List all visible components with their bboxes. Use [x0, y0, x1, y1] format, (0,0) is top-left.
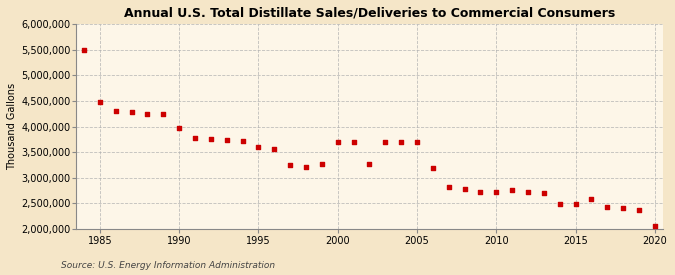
Point [300, 165, 311, 169]
Point [459, 186, 470, 191]
Point [237, 139, 248, 143]
Point [491, 190, 502, 194]
Point [142, 112, 153, 116]
Point [158, 112, 169, 116]
Point [602, 205, 613, 209]
Text: Source: U.S. Energy Information Administration: Source: U.S. Energy Information Administ… [61, 260, 275, 270]
Point [221, 138, 232, 142]
Point [554, 202, 565, 206]
Point [570, 202, 581, 207]
Point [618, 205, 628, 210]
Point [364, 162, 375, 166]
Point [634, 208, 645, 212]
Point [380, 140, 391, 144]
Point [126, 110, 137, 114]
Point [475, 190, 486, 194]
Point [205, 137, 216, 141]
Point [173, 125, 184, 130]
Point [332, 140, 343, 144]
Title: Annual U.S. Total Distillate Sales/Deliveries to Commercial Consumers: Annual U.S. Total Distillate Sales/Deliv… [124, 7, 615, 20]
Point [396, 140, 406, 144]
Y-axis label: Thousand Gallons: Thousand Gallons [7, 83, 17, 170]
Point [443, 185, 454, 189]
Point [78, 47, 89, 52]
Point [522, 189, 533, 194]
Point [95, 100, 105, 104]
Point [507, 188, 518, 192]
Point [586, 197, 597, 202]
Point [269, 146, 279, 151]
Point [253, 144, 264, 149]
Point [285, 163, 296, 168]
Point [649, 224, 660, 228]
Point [317, 162, 327, 166]
Point [427, 165, 438, 170]
Point [412, 140, 423, 145]
Point [190, 136, 200, 140]
Point [110, 109, 121, 113]
Point [348, 140, 359, 144]
Point [539, 191, 549, 195]
